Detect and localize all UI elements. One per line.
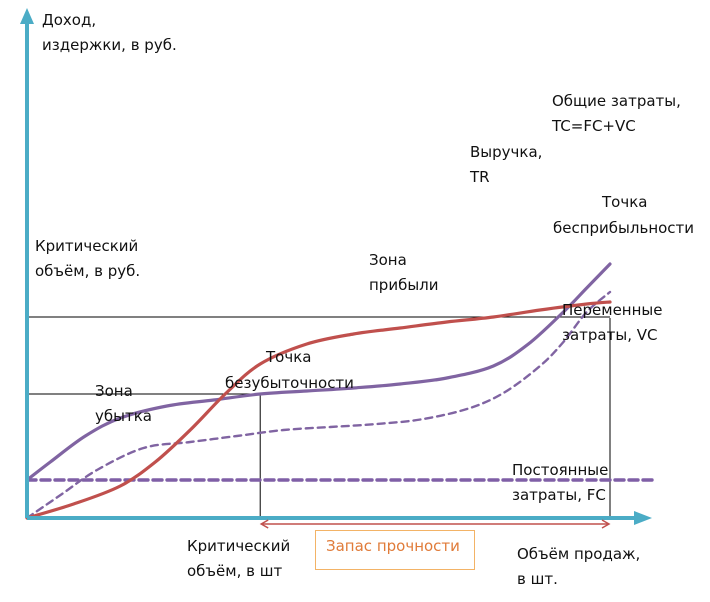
series-label-revenue: Выручка, TR — [470, 143, 543, 186]
series-label-fixed-cost: Постоянные затраты, FC — [512, 461, 609, 504]
series-label-total-cost: Общие затраты, TC=FC+VC — [552, 92, 681, 135]
series-label-variable-cost: Переменные затраты, VC — [562, 301, 663, 344]
y-axis-title: Доход, издержки, в руб. — [42, 11, 177, 54]
axes — [20, 8, 652, 525]
annotation-break-even-point-line2: безубыточности — [225, 374, 354, 392]
series-layer — [25, 262, 657, 520]
safety-margin-arrow-right — [601, 519, 611, 529]
safety-margin-label: Запас прочности — [326, 537, 460, 555]
series-line-revenue — [25, 300, 612, 520]
annotation-critical-volume-units: Критический объём, в шт — [187, 537, 291, 580]
series-line-variable-cost — [25, 290, 612, 520]
safety-margin-arrow — [259, 519, 611, 529]
annotation-zero-profit-point-line2: бесприбыльности — [553, 219, 695, 237]
annotation-zero-profit-point: Точка — [602, 193, 648, 211]
x-axis-arrowhead — [634, 511, 652, 525]
y-axis-arrowhead — [20, 8, 34, 24]
safety-margin-arrow-left — [259, 519, 269, 529]
x-axis-title: Объём продаж, в шт. — [517, 545, 641, 588]
safety-margin-box: Запас прочности — [315, 530, 475, 570]
annotation-profit-zone: Зона прибыли — [369, 251, 439, 294]
annotation-loss-zone: Зона убытка — [95, 382, 152, 425]
guide-lines — [27, 316, 611, 518]
series-line-total-cost — [25, 262, 612, 482]
annotation-break-even-point: Точка — [266, 348, 312, 366]
annotation-critical-volume-rub: Критический объём, в руб. — [35, 237, 141, 280]
